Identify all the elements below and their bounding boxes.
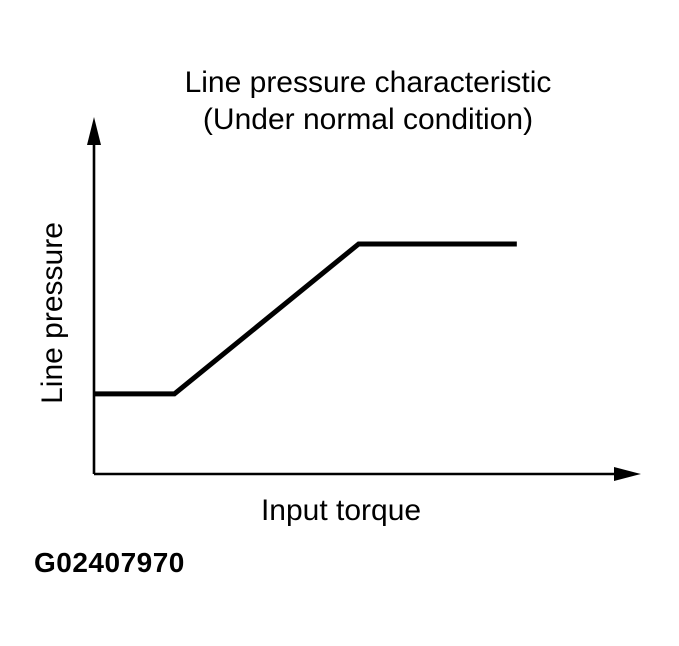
x-axis-label: Input torque [260,494,422,527]
x-axis-arrowhead [614,467,641,481]
figure-code: G02407970 [34,547,185,578]
y-axis-arrowhead [87,117,101,145]
chart-title: Line pressure characteristic [184,66,552,99]
line-pressure-curve [94,241,517,397]
chart-title-block: Line pressure characteristic (Under norm… [58,64,678,138]
chart-subtitle: (Under normal condition) [202,103,534,136]
